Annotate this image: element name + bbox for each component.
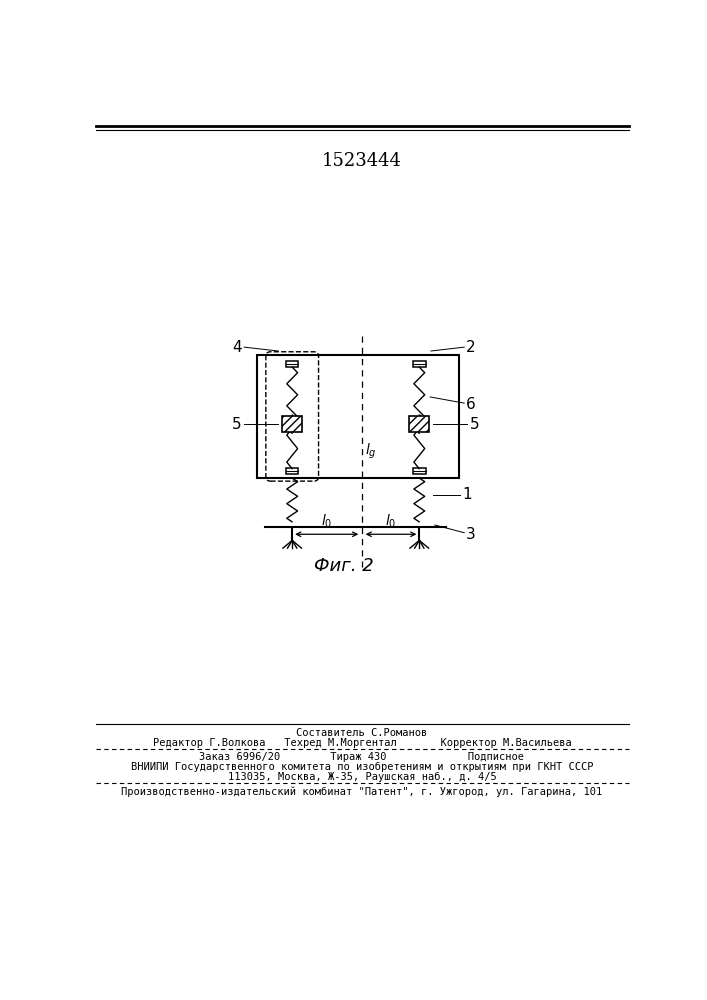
Bar (409, 416, 429, 432)
Text: 4: 4 (232, 340, 242, 355)
Bar (282, 416, 303, 432)
Text: Заказ 6996/20        Тираж 430             Подписное: Заказ 6996/20 Тираж 430 Подписное (199, 752, 525, 762)
Text: 5: 5 (232, 417, 242, 432)
Text: $l_0$: $l_0$ (322, 513, 333, 530)
Text: 1523444: 1523444 (322, 152, 402, 170)
Bar (413, 468, 426, 474)
Text: 6: 6 (466, 397, 476, 412)
Text: Производственно-издательский комбинат "Патент", г. Ужгород, ул. Гагарина, 101: Производственно-издательский комбинат "П… (122, 786, 602, 797)
Text: $l_g$: $l_g$ (365, 442, 377, 461)
Text: 2: 2 (466, 340, 475, 355)
Text: 3: 3 (466, 527, 476, 542)
Bar (286, 361, 298, 367)
Bar (413, 361, 426, 367)
Text: $l_0$: $l_0$ (385, 513, 397, 530)
Bar (286, 468, 298, 474)
Text: 1: 1 (462, 487, 472, 502)
Bar (257, 355, 459, 478)
Text: 113035, Москва, Ж-35, Раушская наб., д. 4/5: 113035, Москва, Ж-35, Раушская наб., д. … (228, 772, 496, 782)
Text: Редактор Г.Волкова   Техред М.Моргентал       Корректор М.Васильева: Редактор Г.Волкова Техред М.Моргентал Ко… (153, 738, 571, 748)
Text: Фиг. 2: Фиг. 2 (314, 557, 374, 575)
Text: 5: 5 (469, 417, 479, 432)
Text: ВНИИПИ Государственного комитета по изобретениям и открытиям при ГКНТ СССР: ВНИИПИ Государственного комитета по изоб… (131, 762, 593, 772)
Text: Составитель С.Романов: Составитель С.Романов (296, 728, 428, 738)
